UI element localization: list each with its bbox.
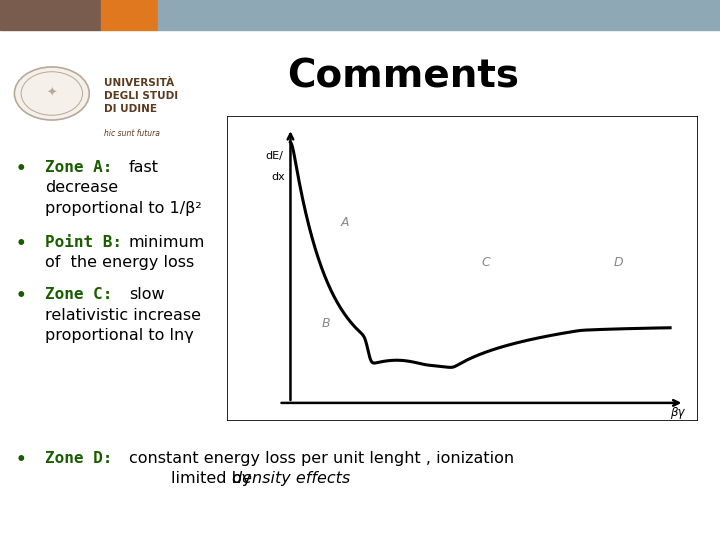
Bar	[101, 0, 158, 30]
Text: minimum: minimum	[129, 235, 205, 250]
Bar	[158, 0, 720, 30]
Text: constant energy loss per unit lenght , ionization: constant energy loss per unit lenght , i…	[129, 451, 514, 465]
Text: Zone A:: Zone A:	[45, 160, 112, 175]
Text: limited by: limited by	[171, 471, 256, 486]
Text: dE/: dE/	[266, 151, 284, 161]
Text: ✦: ✦	[47, 87, 57, 100]
Text: fast: fast	[129, 160, 159, 175]
Text: density effects: density effects	[232, 471, 350, 486]
Text: proportional to 1/β²: proportional to 1/β²	[45, 201, 202, 215]
Text: Comments: Comments	[287, 58, 519, 96]
Text: proportional to lnγ: proportional to lnγ	[45, 328, 194, 343]
Circle shape	[14, 67, 89, 120]
Text: relativistic increase: relativistic increase	[45, 308, 201, 323]
Text: βγ: βγ	[670, 406, 685, 419]
Text: •: •	[16, 235, 27, 253]
Text: C: C	[482, 256, 490, 269]
Text: •: •	[16, 287, 27, 306]
Text: decrease: decrease	[45, 180, 118, 195]
Text: D: D	[613, 256, 623, 269]
Text: Zone C:: Zone C:	[45, 287, 112, 302]
Text: dx: dx	[271, 172, 285, 182]
Text: hic sunt futura: hic sunt futura	[104, 129, 161, 138]
Bar	[0, 0, 101, 30]
Text: UNIVERSITÀ
DEGLI STUDI
DI UDINE: UNIVERSITÀ DEGLI STUDI DI UDINE	[104, 78, 179, 114]
Text: slow: slow	[129, 287, 164, 302]
Text: B: B	[322, 317, 330, 330]
Text: •: •	[16, 451, 27, 469]
Text: A: A	[341, 217, 349, 230]
Text: of  the energy loss: of the energy loss	[45, 255, 194, 270]
Text: Zone D:: Zone D:	[45, 451, 112, 465]
Text: Point B:: Point B:	[45, 235, 122, 250]
Text: •: •	[16, 160, 27, 178]
